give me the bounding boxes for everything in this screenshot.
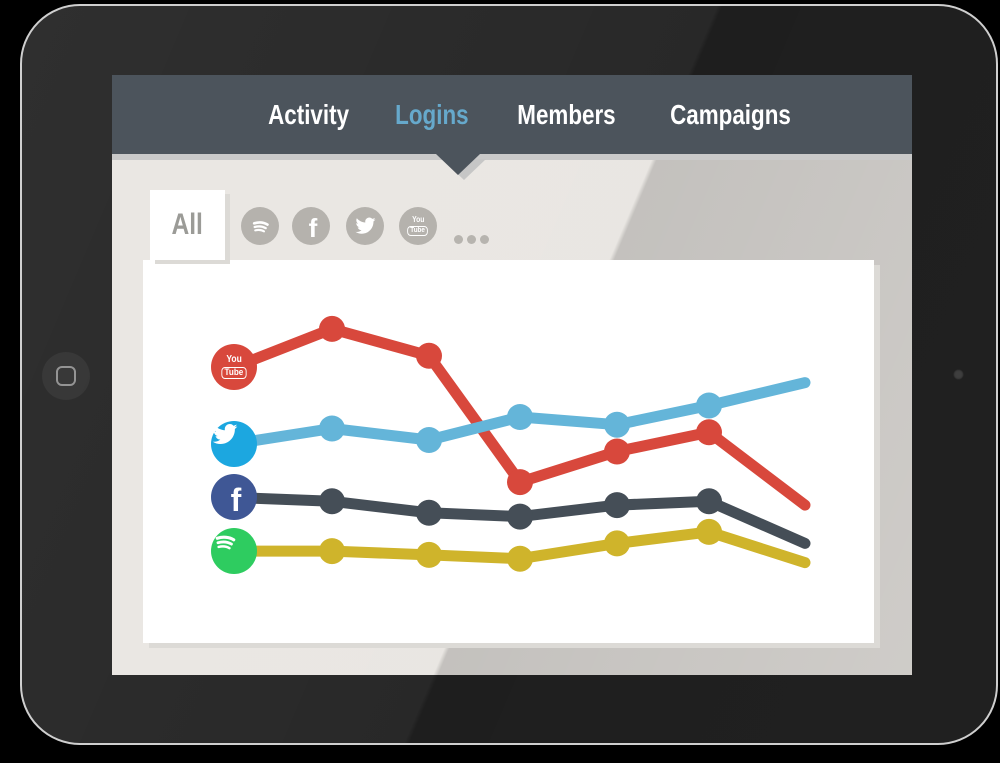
active-tab-pointer (436, 154, 480, 175)
chart-point-twitter-3 (507, 404, 533, 430)
twitter-icon (211, 420, 257, 467)
twitter-bird-glyph (355, 217, 376, 234)
chart-point-spotify-2 (416, 541, 442, 568)
spotify-arcs-glyph (215, 535, 236, 550)
filter-all-tab[interactable]: All (150, 190, 225, 260)
chart-point-spotify-3 (507, 545, 533, 572)
ellipsis-icon-dot3[interactable] (480, 235, 489, 244)
header-shadow-strip (112, 154, 912, 160)
chart-point-spotify-4 (604, 530, 630, 557)
filter-youtube-icon[interactable]: You Tube (399, 207, 437, 245)
logins-line-chart (228, 315, 811, 572)
chart-point-facebook-1 (319, 488, 345, 515)
chart-point-youtube-2 (416, 342, 442, 369)
chart-point-youtube-5 (696, 419, 722, 446)
facebook-icon: f (211, 474, 257, 521)
tab-logins[interactable]: Logins (395, 98, 469, 130)
chart-point-facebook-2 (416, 499, 442, 526)
chart-card: You Tube f (143, 260, 874, 643)
chart-point-spotify-5 (696, 518, 722, 545)
youtube-icon: You Tube (211, 344, 257, 391)
facebook-glyph: f (308, 213, 318, 243)
chart-point-youtube-3 (507, 469, 533, 496)
chart-point-facebook-3 (507, 503, 533, 530)
youtube-glyph: You Tube (406, 216, 429, 236)
camera-dot (953, 369, 964, 380)
filter-all-label: All (171, 208, 204, 241)
filter-spotify-icon[interactable] (241, 207, 279, 245)
ellipsis-icon-dot1[interactable] (454, 235, 463, 244)
chart-point-facebook-4 (604, 492, 630, 519)
twitter-bird-glyph (212, 423, 238, 444)
spotify-icon (211, 528, 257, 575)
youtube-glyph: You Tube (220, 355, 248, 379)
home-button-icon (56, 366, 76, 386)
chart-point-youtube-1 (319, 315, 345, 342)
chart-point-spotify-1 (319, 538, 345, 565)
chart-point-twitter-5 (696, 392, 722, 419)
chart-point-facebook-5 (696, 488, 722, 515)
facebook-glyph: f (230, 482, 242, 519)
tab-campaigns[interactable]: Campaigns (670, 98, 791, 130)
filter-facebook-icon[interactable]: f (292, 207, 330, 245)
chart-point-twitter-4 (604, 411, 630, 438)
filter-twitter-icon[interactable] (346, 207, 384, 245)
spotify-arcs-glyph (252, 221, 269, 233)
tab-members[interactable]: Members (517, 98, 616, 130)
ellipsis-icon-dot2[interactable] (467, 235, 476, 244)
chart-point-twitter-1 (319, 415, 345, 442)
chart-point-twitter-2 (416, 427, 442, 453)
home-button[interactable] (42, 352, 90, 400)
tab-activity[interactable]: Activity (268, 98, 350, 130)
app-window: Activity Logins Members Campaigns All f … (112, 75, 912, 675)
chart-point-youtube-4 (604, 438, 630, 465)
tablet-frame: Activity Logins Members Campaigns All f … (20, 4, 998, 745)
top-nav-bar: Activity Logins Members Campaigns (112, 75, 912, 154)
